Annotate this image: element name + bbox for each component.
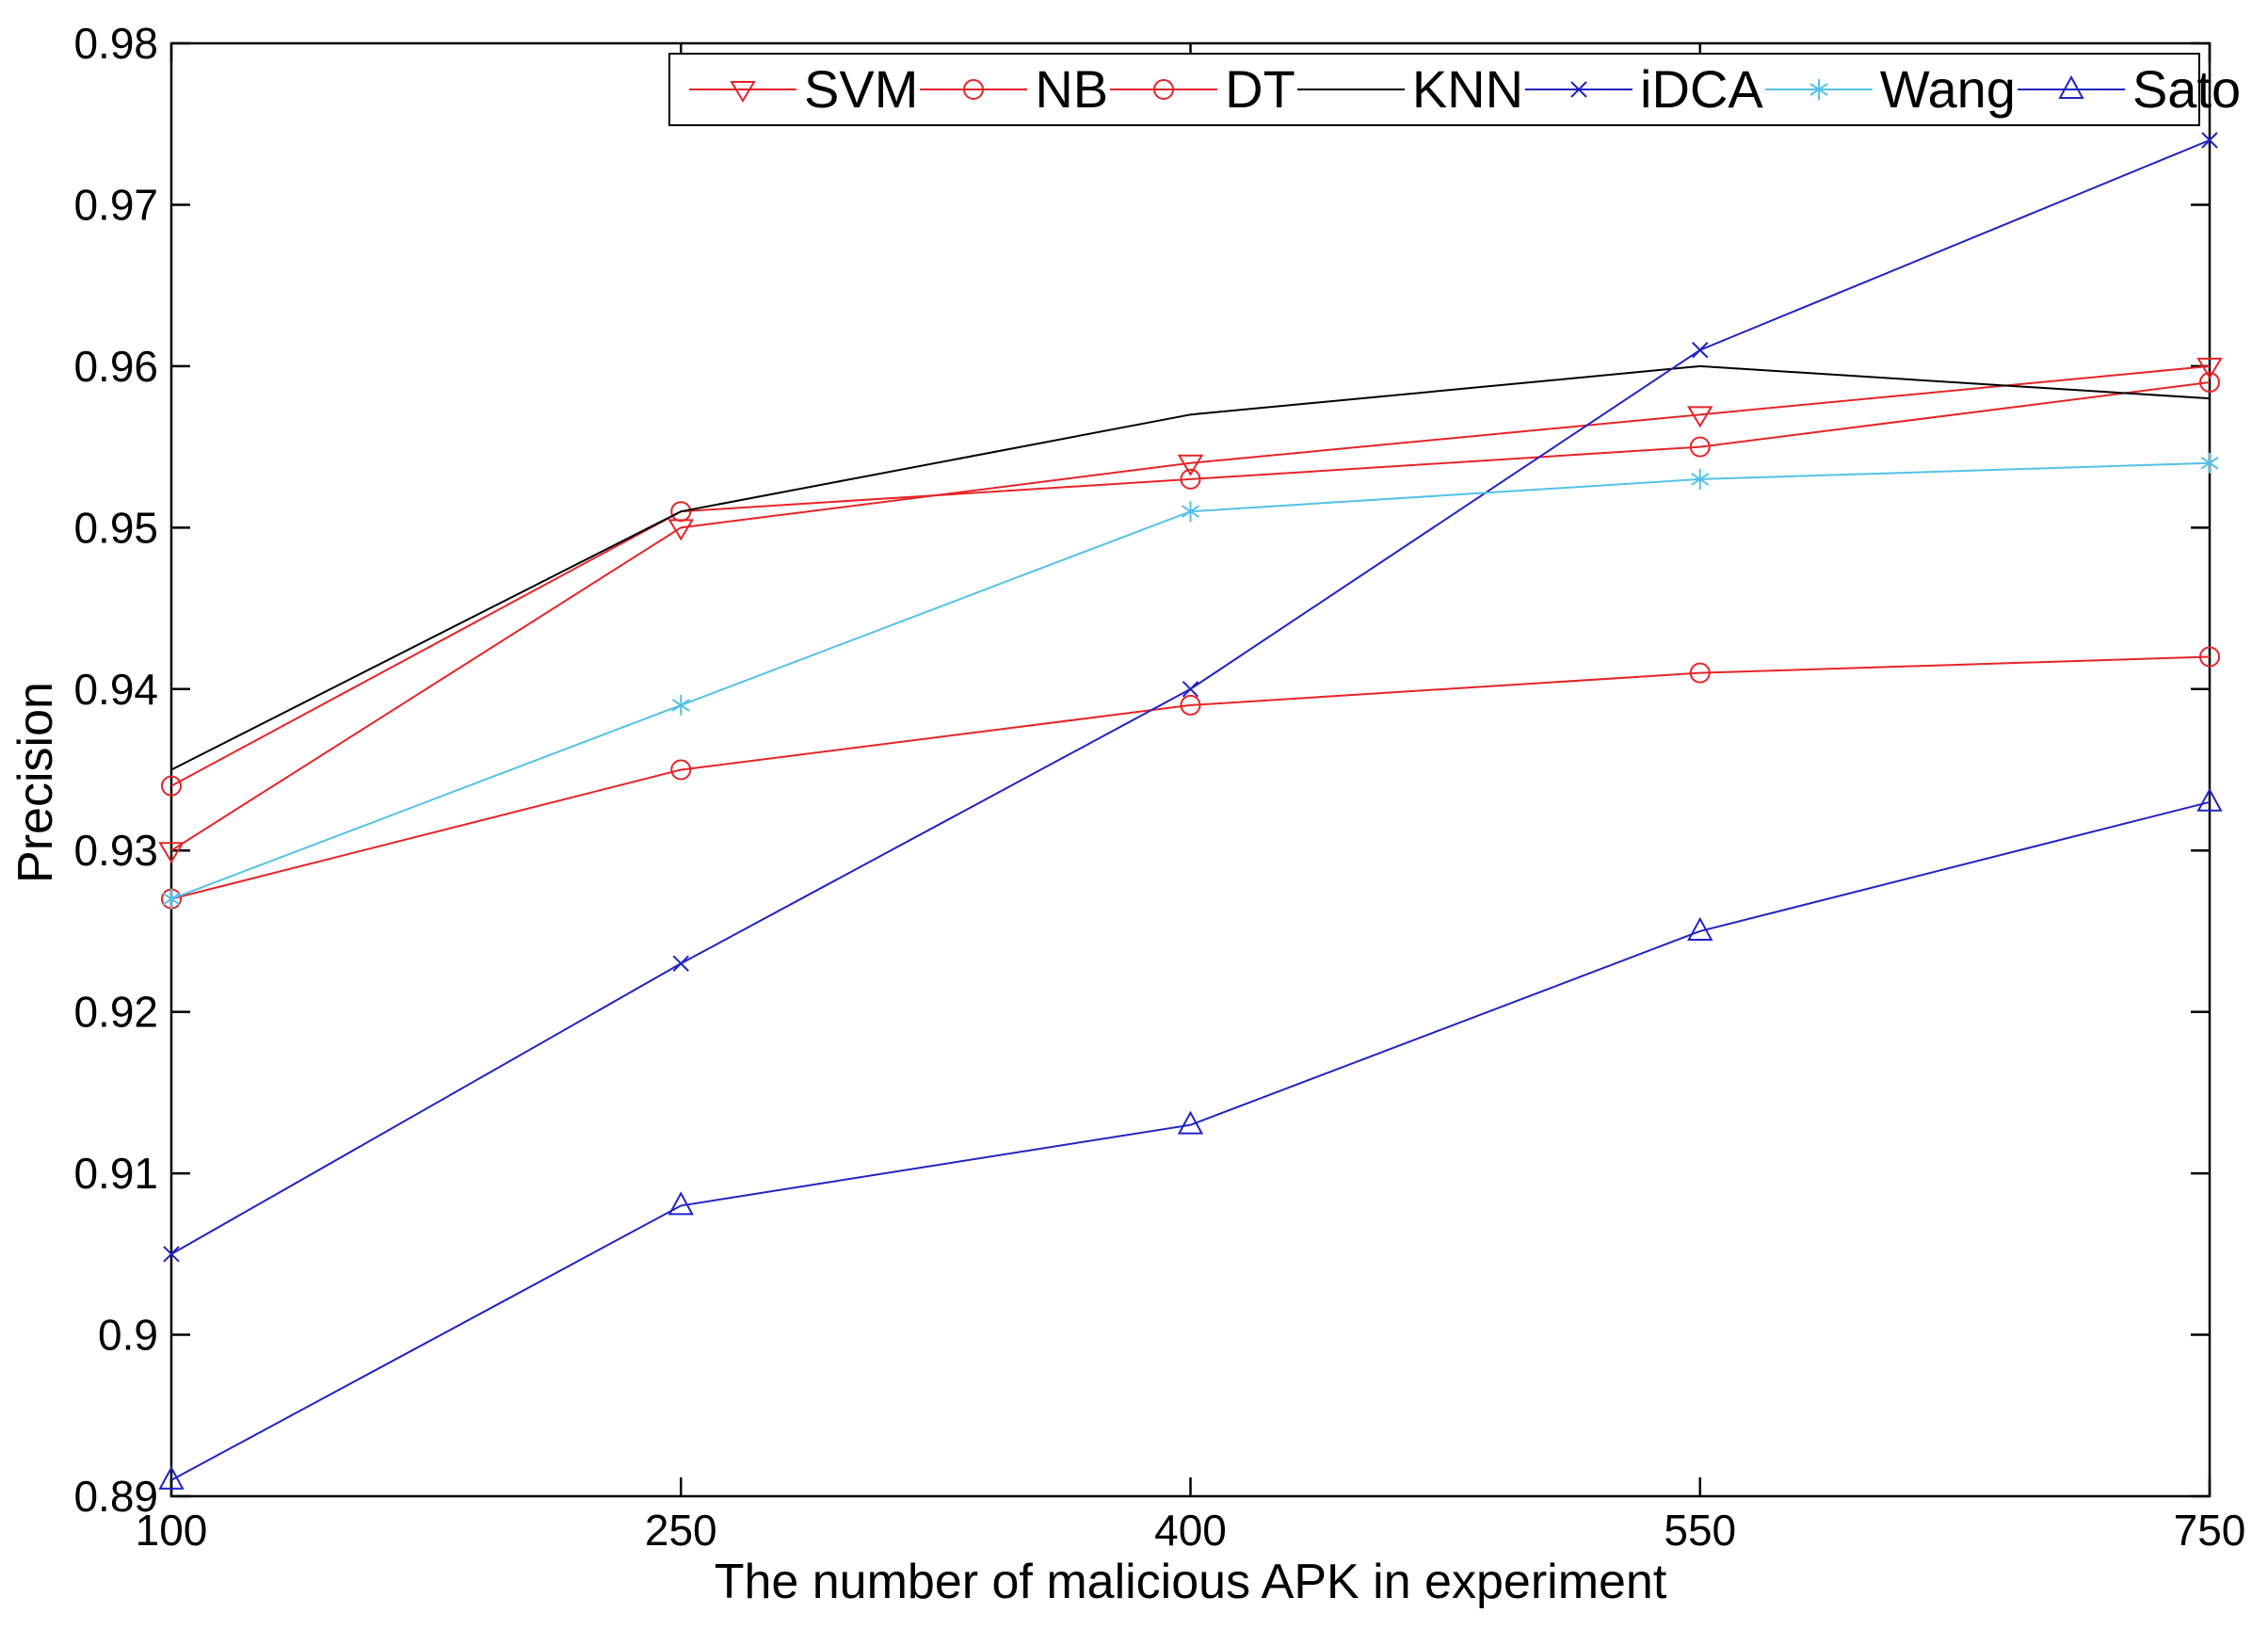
chart-legend: SVM NB DT KNN iDCA Wang Sato <box>668 53 2241 126</box>
series-marker-DT <box>670 759 692 781</box>
legend-marker-Wang-icon <box>1810 79 1828 100</box>
series-line-NB <box>170 381 2211 787</box>
legend-label-iDCA: iDCA <box>1640 59 1763 119</box>
series-line-Sato <box>170 800 2211 1481</box>
series-marker-Wang <box>1691 468 1710 490</box>
x-tick-label: 750 <box>2174 1506 2246 1555</box>
y-tick-label: 0.91 <box>73 1149 158 1198</box>
legend-marker-iDCA-icon <box>1570 81 1587 98</box>
series-marker-DT <box>1180 694 1201 716</box>
series-marker-Sato <box>1177 1110 1204 1135</box>
legend-sample-line-SVM <box>689 81 796 103</box>
series-marker-SVM <box>668 519 695 541</box>
x-tick-label: 250 <box>645 1506 717 1555</box>
series-marker-Wang <box>162 888 181 910</box>
legend-marker-DT-icon <box>1153 79 1175 100</box>
series-marker-DT <box>2199 646 2220 668</box>
series-line-SVM <box>170 364 2211 852</box>
series-marker-iDCA <box>1182 681 1199 698</box>
legend-marker-NB-icon <box>963 79 985 100</box>
series-marker-iDCA <box>1692 342 1709 359</box>
legend-item-SVM: SVM <box>687 63 918 116</box>
y-tick-label: 0.98 <box>73 19 158 68</box>
y-tick-label: 0.97 <box>73 180 158 229</box>
legend-item-Wang: Wang <box>1763 63 2016 116</box>
series-marker-Sato <box>2196 787 2223 812</box>
series-marker-NB <box>1180 468 1201 490</box>
plot-border <box>169 41 2212 1498</box>
series-marker-SVM <box>158 842 185 864</box>
series-marker-NB <box>670 501 692 523</box>
series-marker-iDCA <box>672 955 689 972</box>
series-marker-Wang <box>671 694 690 716</box>
legend-item-KNN: KNN <box>1295 63 1523 116</box>
series-line-iDCA <box>170 138 2211 1255</box>
y-tick-label: 0.92 <box>73 988 158 1037</box>
series-marker-NB <box>161 775 182 797</box>
series-marker-DT <box>1689 662 1711 684</box>
y-tick-label: 0.96 <box>73 342 158 391</box>
y-tick-label: 0.95 <box>73 503 158 552</box>
series-marker-Sato <box>1687 916 1713 941</box>
series-marker-NB <box>2199 372 2220 394</box>
legend-sample-line-KNN <box>1296 89 1405 90</box>
x-axis-label: The number of malicious APK in experimen… <box>714 1555 1667 1609</box>
series-line-DT <box>170 655 2211 900</box>
legend-item-NB: NB <box>918 63 1108 116</box>
series-marker-Sato <box>158 1465 185 1490</box>
series-line-Wang <box>170 461 2211 900</box>
series-marker-Wang <box>1181 501 1200 523</box>
legend-sample-line-iDCA <box>1525 81 1633 98</box>
legend-item-iDCA: iDCA <box>1523 63 1763 116</box>
series-marker-Wang <box>2200 452 2219 474</box>
legend-sample-line-DT <box>1110 79 1218 100</box>
y-tick-label: 0.9 <box>98 1311 158 1360</box>
legend-marker-SVM-icon <box>730 81 756 103</box>
series-marker-SVM <box>1686 406 1713 428</box>
legend-item-DT: DT <box>1108 63 1295 116</box>
series-marker-Sato <box>668 1191 694 1216</box>
legend-label-Wang: Wang <box>1879 59 2016 119</box>
legend-label-DT: DT <box>1225 59 1295 119</box>
legend-sample-line-Wang <box>1764 79 1873 100</box>
series-marker-iDCA <box>2201 132 2218 149</box>
y-tick-label: 0.89 <box>73 1472 158 1521</box>
x-tick-label: 400 <box>1154 1506 1227 1555</box>
y-axis-label: Precision <box>8 682 63 883</box>
legend-item-Sato: Sato <box>2016 63 2241 116</box>
legend-label-KNN: KNN <box>1411 59 1524 119</box>
series-marker-SVM <box>2196 357 2223 379</box>
series-marker-SVM <box>1177 454 1204 476</box>
series-marker-iDCA <box>163 1246 180 1263</box>
legend-label-NB: NB <box>1035 59 1109 119</box>
series-line-KNN <box>170 364 2211 771</box>
x-tick-label: 550 <box>1664 1506 1736 1555</box>
x-tick-label: 100 <box>136 1506 208 1555</box>
legend-sample-line-Sato <box>2017 74 2125 99</box>
series-marker-NB <box>1689 436 1711 458</box>
y-tick-label: 0.94 <box>73 665 158 714</box>
legend-label-SVM: SVM <box>804 59 919 119</box>
legend-label-Sato: Sato <box>2131 59 2242 119</box>
y-tick-label: 0.93 <box>73 826 158 875</box>
legend-marker-Sato-icon <box>2058 74 2084 99</box>
legend-sample-line-NB <box>920 79 1028 100</box>
